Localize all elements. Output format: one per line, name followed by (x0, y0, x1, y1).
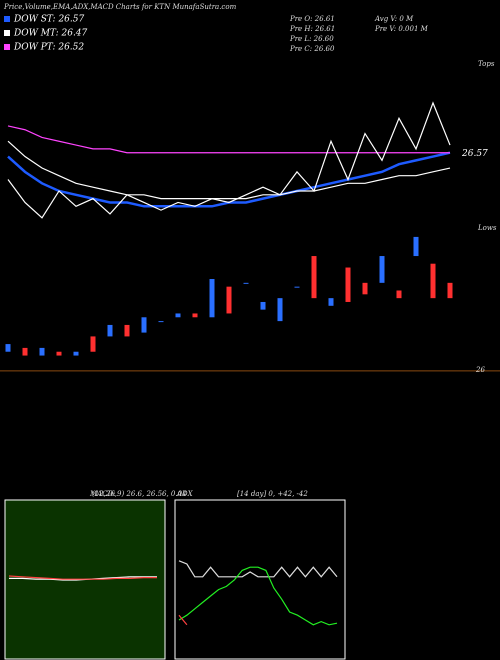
chart-title: Price,Volume,EMA,ADX,MACD Charts for KTN… (3, 3, 237, 11)
legend-label: DOW PT: 26.52 (13, 43, 84, 53)
candle (396, 290, 402, 299)
candle (90, 336, 96, 352)
ref-label: 26 (475, 366, 485, 374)
candle (107, 324, 113, 337)
candle (430, 263, 436, 299)
info-text: Pre L: 26.60 (289, 35, 334, 43)
legend-swatch (4, 16, 10, 22)
series-line (178, 614, 188, 626)
candle (362, 282, 368, 295)
candle (141, 317, 147, 333)
lows-label: Lows (477, 224, 497, 232)
last-label: 26.57 (461, 149, 488, 159)
candle (226, 286, 232, 314)
info-text: Avg V: 0 M (374, 15, 414, 23)
series-line (8, 575, 157, 580)
candle (175, 313, 181, 318)
legend-label: DOW MT: 26.47 (13, 29, 88, 39)
candle (260, 301, 266, 310)
series-line (178, 560, 338, 578)
candle (413, 236, 419, 257)
candle (158, 321, 164, 323)
candle (447, 282, 453, 299)
info-text: Pre O: 26.61 (289, 15, 335, 23)
candle (277, 298, 283, 322)
panel (174, 499, 346, 660)
info-text: Pre C: 26.60 (289, 45, 335, 53)
series-line (7, 140, 451, 200)
candle (243, 282, 249, 284)
legend-label: DOW ST: 26.57 (13, 15, 84, 25)
candle (56, 351, 62, 356)
legend-swatch (4, 30, 10, 36)
candle (39, 347, 45, 356)
series-line (178, 566, 338, 626)
candle (328, 298, 334, 306)
adx-params: [14 day] 0, +42, -42 (237, 490, 308, 498)
candle (5, 344, 11, 352)
macd-title: MACD: (89, 490, 116, 498)
adx-title: ADX (176, 490, 194, 498)
info-text: Pre H: 26.61 (289, 25, 335, 33)
candle (192, 313, 198, 318)
series-line (7, 101, 451, 219)
tops-label: Tops (478, 60, 495, 68)
candle (73, 351, 79, 356)
candle (379, 256, 385, 283)
candle (345, 267, 351, 302)
series-line (7, 125, 450, 154)
candle (294, 286, 300, 288)
candle (22, 347, 28, 356)
candle (124, 324, 130, 337)
info-text: Pre V: 0.001 M (374, 25, 429, 33)
legend-swatch (4, 44, 10, 50)
candle (209, 279, 215, 318)
candle (311, 256, 317, 299)
macd-params: (12,26,9) 26.6, 26.56, 0.04 (92, 490, 187, 498)
